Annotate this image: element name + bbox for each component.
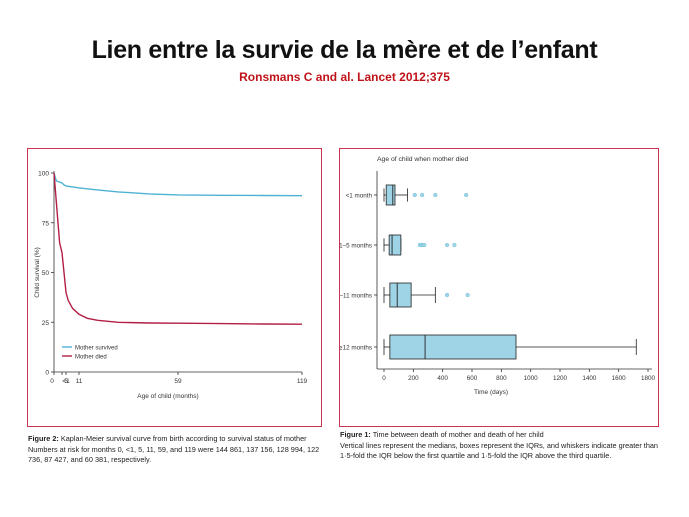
y-axis-label: Child survival (%) [34,247,41,298]
mother-survived-line [53,172,303,197]
x-tick-label: 1400 [582,375,597,382]
outlier-point [464,192,469,198]
category-label: <1 month [346,192,373,199]
category-label: 1–5 months [340,242,372,249]
survival-caption-title: Kaplan-Meier survival curve from birth a… [60,434,307,443]
outlier-point [420,192,425,198]
boxplot-caption-text: Vertical lines represent the medians, bo… [340,440,658,461]
legend-label: Mother survived [75,345,118,351]
x-tick-label: 119 [297,378,308,385]
x-tick-label: 5 [64,378,68,385]
survival-caption-text: Numbers at risk for months 0, <1, 5, 11,… [28,444,320,465]
x-tick-label: 1800 [641,375,656,382]
category-label: 6–11 months [340,292,372,299]
x-tick-label: 800 [496,375,507,382]
x-tick-label: 59 [174,378,182,385]
x-tick-label: 1600 [612,375,627,382]
outlier-point [433,192,438,198]
survival-chart: 0 25 50 75 100 0 <15 11 59 119 Age of child (month… [34,171,308,401]
mother-died-line [53,172,303,325]
iqr-box [389,334,517,360]
boxplot-chart-panel: Age of child when mother died 0 200 400 600 8… [336,148,659,427]
y-tick-label: 75 [42,220,50,227]
boxplot-chart: Age of child when mother died 0 200 400 600 8… [336,156,656,396]
boxplot-caption-label: Figure 1: [340,430,371,439]
survival-caption: Figure 2: Kaplan-Meier survival curve fr… [28,434,328,466]
category-label: ≥12 months [340,344,372,351]
slide-title: Lien entre la survie de la mère et de l’… [91,36,598,64]
x-tick-label: 1200 [553,375,568,382]
x-tick-label: 400 [437,375,448,382]
boxplot-title: Age of child when mother died [377,156,469,163]
outlier-point [465,292,470,298]
y-tick-label: 100 [38,171,49,178]
outlier-point [444,242,450,248]
x-axis-label: Time (days) [474,389,508,396]
x-tick-label: <1 [62,378,70,385]
iqr-box [385,184,396,206]
boxplot-caption: Figure 1: Time between death of mother a… [340,430,658,462]
iqr-box [388,234,402,256]
x-axis-label: Age of child (months) [137,393,198,400]
x-tick-label: 11 [76,378,83,385]
outlier-point [444,292,450,298]
iqr-box [389,282,412,308]
outlier-point [412,192,417,198]
x-tick-label: 200 [408,375,419,382]
outlier-point [452,242,457,248]
y-tick-label: 0 [45,370,49,377]
x-tick-label: 0 [382,375,386,382]
x-tick-label: 600 [467,375,478,382]
y-tick-label: 50 [42,270,50,277]
x-tick-label: 1000 [524,375,539,382]
survival-chart-panel: 0 25 50 75 100 0 <1 5 11 59 119 Age of child (month… [27,148,322,427]
x-tick-label: 0 [50,378,54,385]
legend-label: Mother died [75,354,107,360]
outlier-point [422,242,427,248]
boxplot-caption-title: Time between death of mother and death o… [372,430,544,439]
slide-subtitle: Ronsmans C and al. Lancet 2012;375 [239,70,450,84]
survival-caption-label: Figure 2: [28,434,59,443]
y-tick-label: 25 [42,320,50,327]
